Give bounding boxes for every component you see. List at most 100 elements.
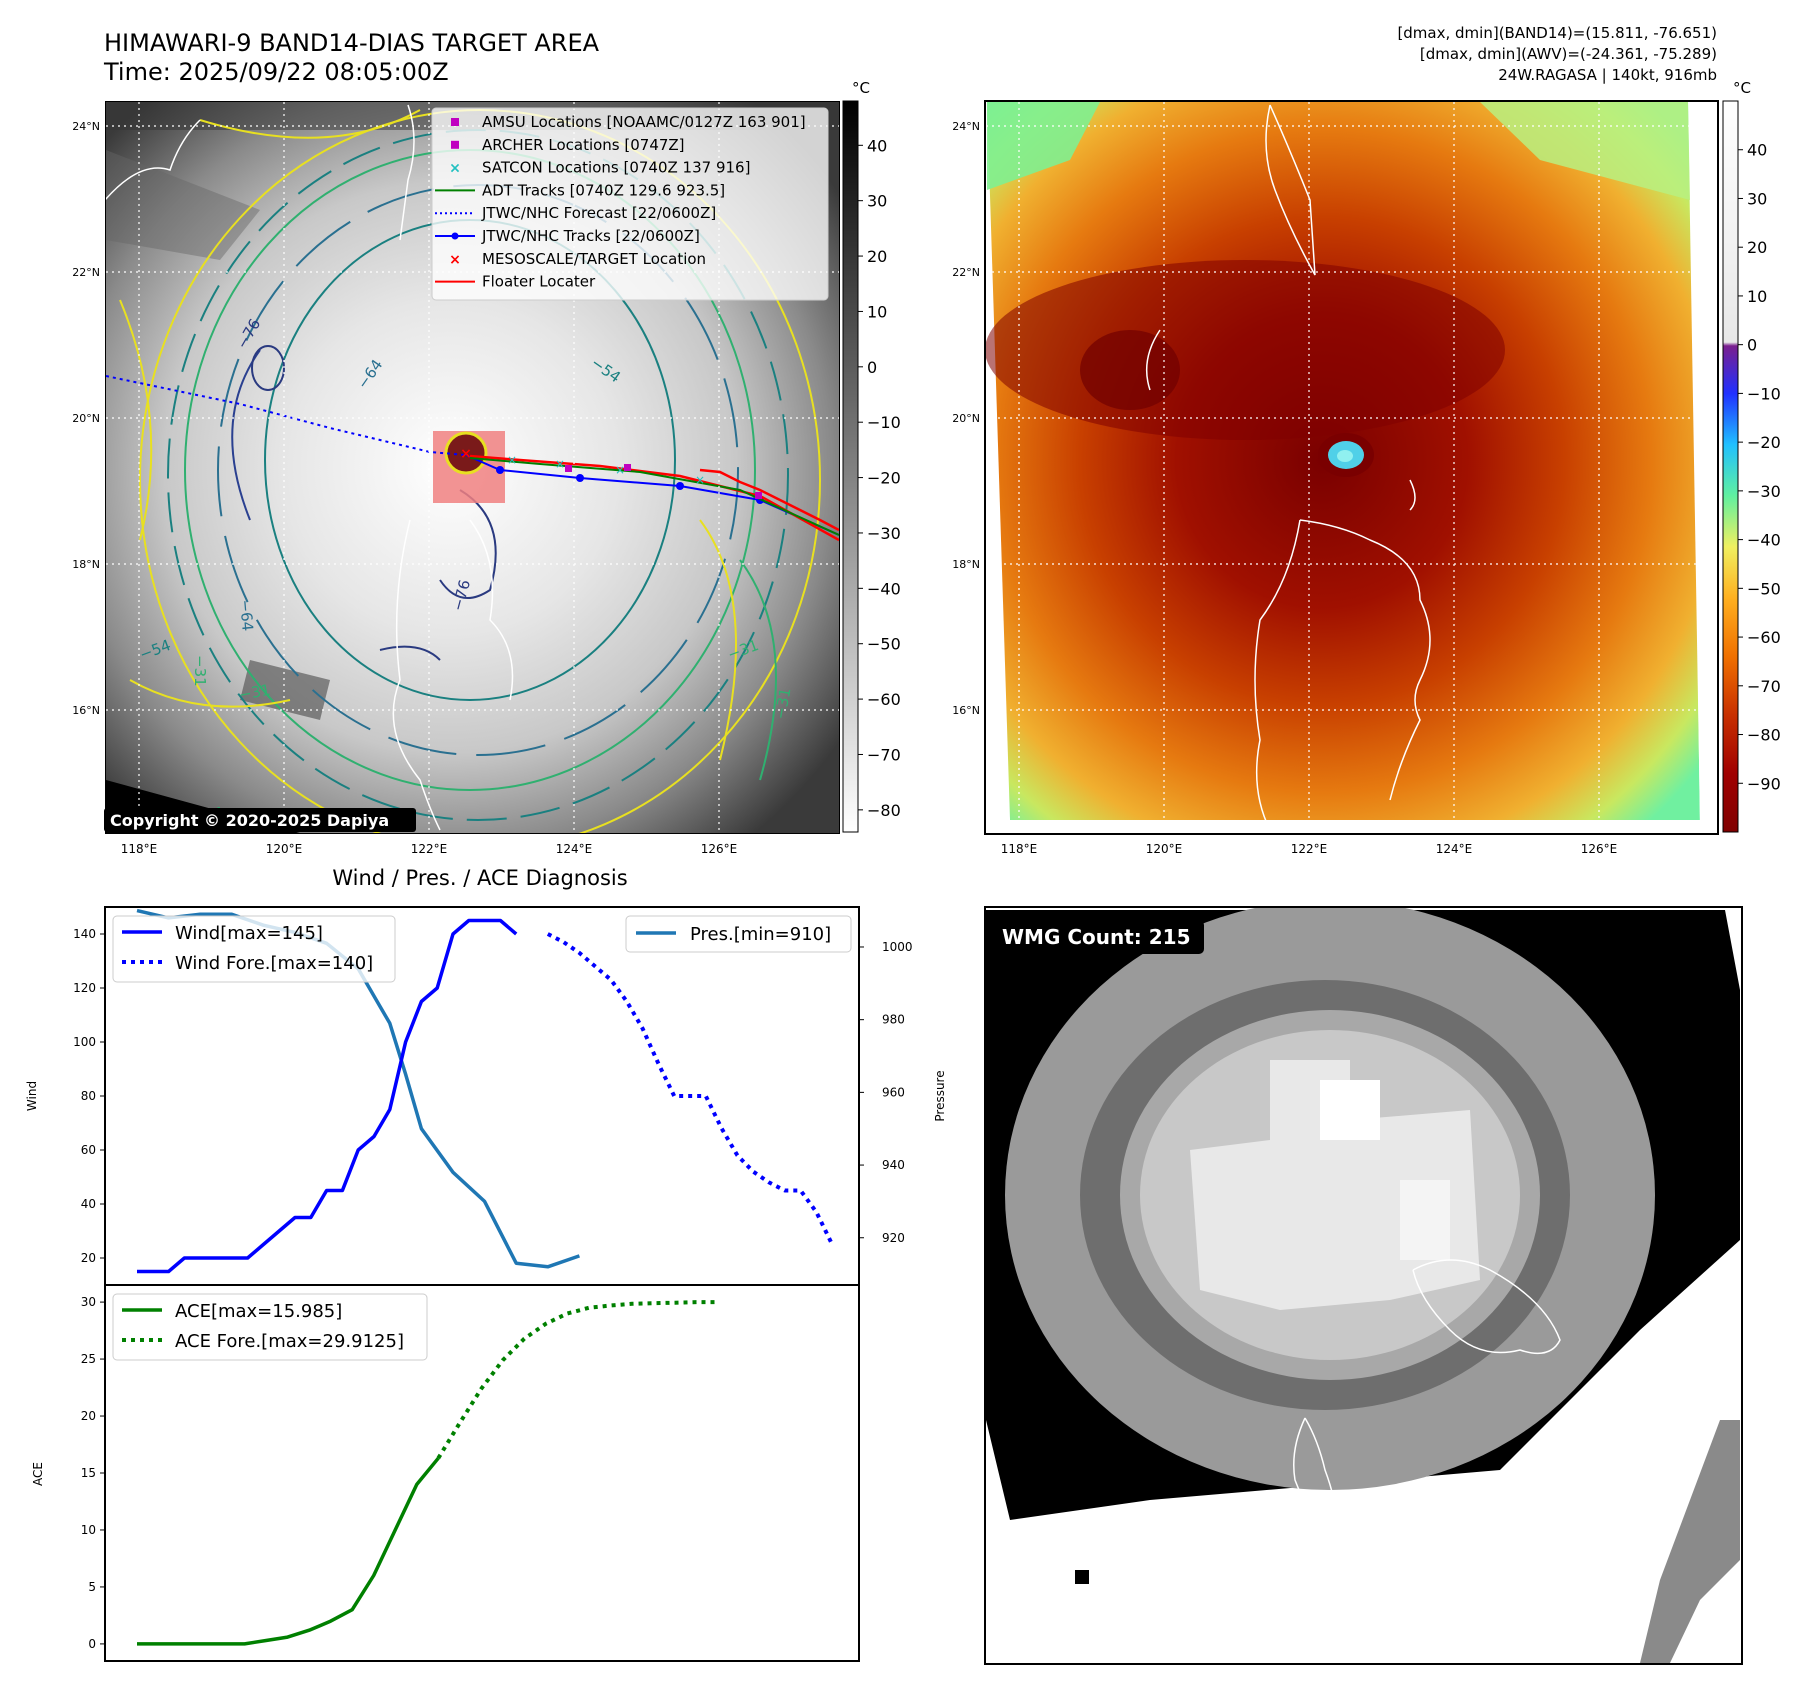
- contour-label: −31: [191, 655, 209, 687]
- y2-tick-label: 980: [882, 1013, 905, 1027]
- lat-tick-label: 20°N: [72, 412, 100, 425]
- legend-item-label: Floater Locater: [482, 273, 596, 291]
- legend-item-label: JTWC/NHC Tracks [22/0600Z]: [481, 227, 700, 245]
- left-map-axis-labels: 24°N 22°N 20°N 18°N 16°N 118°E 120°E 122°E 124°E…: [72, 120, 737, 856]
- colorbar-tick-label: −20: [1747, 433, 1781, 452]
- wind-series-line: [137, 918, 518, 1274]
- figure-title-line2: Time: 2025/09/22 08:05:00Z: [103, 58, 449, 86]
- lon-tick-label: 120°E: [266, 842, 303, 856]
- pressure-legend-label: Pres.[min=910]: [690, 924, 831, 945]
- pressure-series-line: [136, 908, 580, 1269]
- ir-grayscale-map: × × × × × −76 −64 −54 −76 −64 −54 −31 −3…: [104, 101, 840, 834]
- colorbar-tick-label: −70: [1747, 677, 1781, 696]
- stats-line3: 24W.RAGASA | 140kt, 916mb: [1498, 66, 1717, 84]
- lon-tick-label: 122°E: [411, 842, 448, 856]
- lat-tick-label: 18°N: [952, 558, 980, 571]
- right-map-axis-labels: 24°N 22°N 20°N 18°N 16°N 118°E 120°E 122°E 124°E…: [952, 120, 1617, 856]
- colorbar-tick-label: 30: [867, 192, 887, 211]
- stats-line2: [dmax, dmin](AWV)=(-24.361, -75.289): [1420, 45, 1717, 63]
- lon-tick-label: 126°E: [701, 842, 738, 856]
- ace-legend: ACE[max=15.985] ACE Fore.[max=29.9125]: [112, 1293, 428, 1361]
- copyright-label: Copyright © 2020-2025 Dapiya: [110, 811, 389, 830]
- y-tick-label: 20: [81, 1409, 96, 1423]
- contour-label: −64: [236, 599, 257, 632]
- colorbar-tick-label: 10: [1747, 287, 1767, 306]
- y2-tick-label: 920: [882, 1231, 905, 1245]
- colorbar-tick-label: 10: [867, 302, 887, 321]
- y-tick-label: 140: [73, 927, 96, 941]
- colorbar-tick-label: −30: [1747, 482, 1781, 501]
- right-colorbar-unit: °C: [1733, 79, 1751, 97]
- lat-tick-label: 22°N: [952, 266, 980, 279]
- legend-marker-square: [451, 140, 459, 149]
- ir-color-map: [984, 100, 1719, 835]
- ace-series-line: [137, 1457, 440, 1646]
- right-colorbar: °C 40 30 20 10 0 −10 −20 −30 −40 −50 −60 −70 −80 −90: [1722, 79, 1781, 833]
- colorbar-tick-label: 20: [867, 247, 887, 266]
- colorbar-tick-label: −70: [867, 745, 901, 764]
- legend-marker-x: ×: [449, 161, 461, 177]
- ace-forecast-series-line: [436, 1300, 718, 1460]
- wind-forecast-legend-label: Wind Fore.[max=140]: [175, 953, 373, 974]
- wind-legend: Wind[max=145] Wind Fore.[max=140]: [112, 915, 396, 983]
- y2-tick-label: 960: [882, 1085, 905, 1099]
- lon-tick-label: 120°E: [1146, 842, 1183, 856]
- lat-tick-label: 22°N: [72, 266, 100, 279]
- colorbar-tick-label: 0: [867, 358, 877, 377]
- colorbar-tick-label: −50: [1747, 579, 1781, 598]
- y2-tick-label: 1000: [882, 940, 913, 954]
- y2-tick-label: 940: [882, 1158, 905, 1172]
- y-tick-label: 40: [81, 1197, 96, 1211]
- y-tick-label: 30: [81, 1295, 96, 1309]
- svg-text:×: ×: [460, 446, 472, 462]
- legend-marker-square: [451, 118, 459, 126]
- y-tick-label: 5: [88, 1580, 96, 1594]
- colorbar-tick-label: 40: [867, 136, 887, 155]
- svg-text:×: ×: [507, 453, 517, 467]
- colorbar-tick-label: −50: [867, 635, 901, 654]
- lon-tick-label: 122°E: [1291, 842, 1328, 856]
- colorbar-tick-label: 30: [1747, 189, 1767, 208]
- ace-chart: ACE 0 5 10 15 20 25 30 ACE[max=15.985] ACE For…: [31, 1284, 860, 1662]
- lon-tick-label: 124°E: [1436, 842, 1473, 856]
- colorbar-tick-label: −80: [1747, 726, 1781, 745]
- legend-marker-dot: [451, 232, 459, 240]
- lat-tick-label: 24°N: [952, 120, 980, 133]
- pressure-axis-label: Pressure: [933, 1070, 947, 1121]
- lon-tick-label: 126°E: [1581, 842, 1618, 856]
- y-tick-label: 25: [81, 1352, 96, 1366]
- colorbar-tick-label: −40: [867, 579, 901, 598]
- colorbar-tick-label: −30: [867, 524, 901, 543]
- y-tick-label: 0: [88, 1637, 96, 1651]
- legend-item-label: JTWC/NHC Forecast [22/0600Z]: [481, 204, 716, 222]
- y-tick-label: 20: [81, 1251, 96, 1265]
- colorbar-tick-label: −40: [1747, 531, 1781, 550]
- wind-legend-label: Wind[max=145]: [175, 923, 323, 944]
- colorbar-tick-label: −90: [1747, 774, 1781, 793]
- contour-label: −31: [238, 681, 272, 704]
- lat-tick-label: 16°N: [952, 704, 980, 717]
- lat-tick-label: 20°N: [952, 412, 980, 425]
- wind-forecast-series-line: [546, 932, 834, 1246]
- figure-title-line1: HIMAWARI-9 BAND14-DIAS TARGET AREA: [104, 29, 600, 57]
- lon-tick-label: 124°E: [556, 842, 593, 856]
- colorbar-tick-label: −10: [867, 413, 901, 432]
- wmg-count-label: WMG Count: 215: [1002, 925, 1191, 949]
- colorbar-tick-label: −20: [867, 469, 901, 488]
- colorbar-tick-label: −80: [867, 801, 901, 820]
- wind-pressure-chart: Wind / Pres. / ACE Diagnosis Wind Pressu…: [25, 866, 947, 1286]
- left-colorbar: °C 40 30 20 10 0 −10 −20 −30 −40 −50 −60 −70 −80: [842, 79, 901, 833]
- lon-tick-label: 118°E: [121, 842, 158, 856]
- ace-legend-label: ACE[max=15.985]: [175, 1301, 342, 1322]
- colorbar-tick-label: −60: [867, 690, 901, 709]
- wmg-panel: WMG Count: 215: [984, 906, 1743, 1665]
- y-tick-label: 100: [73, 1035, 96, 1049]
- lat-tick-label: 16°N: [72, 704, 100, 717]
- legend-marker-x: ×: [449, 252, 461, 268]
- lat-tick-label: 18°N: [72, 558, 100, 571]
- legend-item-label: AMSU Locations [NOAAMC/0127Z 163 901]: [482, 113, 806, 131]
- colorbar-tick-label: 20: [1747, 238, 1767, 257]
- svg-text:×: ×: [615, 463, 625, 477]
- map-legend: AMSU Locations [NOAAMC/0127Z 163 901] ARC…: [431, 107, 829, 301]
